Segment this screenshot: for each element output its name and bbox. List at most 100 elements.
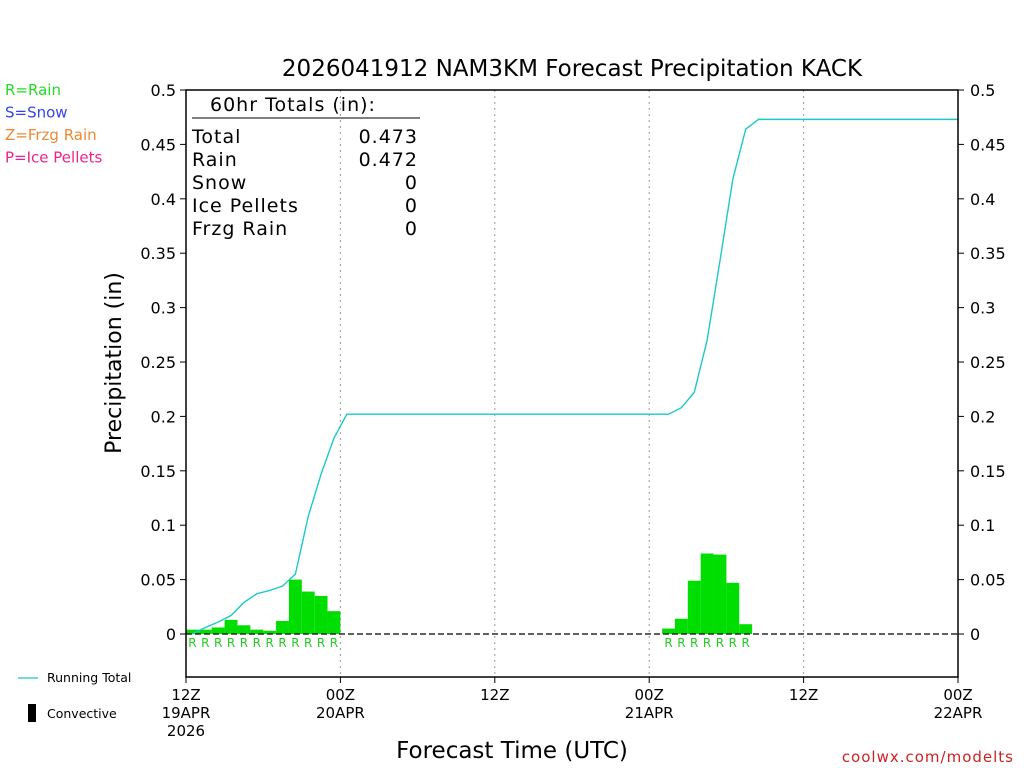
- y-tick-label-right: 0.05: [970, 571, 1006, 590]
- y-tick-label-left: 0.35: [140, 244, 176, 263]
- precip-type-marker: R: [253, 636, 261, 650]
- convective-legend-label: Convective: [47, 706, 117, 721]
- precip-type-marker: R: [729, 636, 737, 650]
- precip-type-marker: R: [690, 636, 698, 650]
- precip-type-marker: R: [227, 636, 235, 650]
- precip-type-legend: R=Rain S=Snow Z=Frzg Rain P=Ice Pellets: [5, 81, 102, 167]
- precip-bar: [211, 627, 225, 634]
- series-legend: Running Total Convective: [18, 670, 131, 722]
- totals-row-value: 0: [405, 218, 418, 240]
- totals-row-label: Snow: [192, 172, 247, 194]
- precip-bar: [288, 579, 302, 634]
- y-tick-label-right: 0.35: [970, 244, 1006, 263]
- y-tick-label-right: 0.5: [970, 81, 995, 100]
- totals-header: 60hr Totals (in):: [210, 94, 376, 116]
- y-tick-label-right: 0.1: [970, 516, 995, 535]
- precip-type-marker: R: [240, 636, 248, 650]
- precip-type-marker: R: [317, 636, 325, 650]
- x-tick-label: 20APR: [316, 704, 365, 722]
- y-tick-label-right: 0.2: [970, 407, 995, 426]
- totals-box: 60hr Totals (in): Total 0.473 Rain 0.472 Sno…: [191, 94, 420, 240]
- precip-bar: [250, 629, 264, 634]
- credit-text: coolwx.com/modelts: [842, 748, 1014, 766]
- precip-type-marker: R: [703, 636, 711, 650]
- running-total-legend-label: Running Total: [47, 670, 131, 685]
- y-tick-label-left: 0.4: [151, 190, 176, 209]
- precip-bar: [700, 553, 714, 634]
- totals-row-label: Total: [191, 126, 241, 148]
- y-tick-label-left: 0: [166, 625, 176, 644]
- x-tick-label: 00Z: [326, 686, 355, 704]
- y-tick-label-left: 0.2: [151, 407, 176, 426]
- totals-row-label: Rain: [192, 149, 238, 171]
- y-tick-label-left: 0.45: [140, 135, 176, 154]
- precip-type-legend-item: S=Snow: [5, 104, 68, 122]
- precip-type-marker: R: [716, 636, 724, 650]
- precip-bar: [224, 619, 238, 634]
- bar-series: [186, 553, 753, 634]
- precip-type-marker: R: [214, 636, 222, 650]
- y-tick-label-left: 0.1: [151, 516, 176, 535]
- precip-type-marker: R: [201, 636, 209, 650]
- totals-row-value: 0.473: [359, 126, 418, 148]
- precip-type-legend-item: Z=Frzg Rain: [5, 126, 97, 144]
- precip-bar: [674, 618, 688, 634]
- x-tick-label: 19APR: [162, 704, 211, 722]
- y-tick-label-left: 0.5: [151, 81, 176, 100]
- y-axis-right: 0 0.05 0.1 0.15 0.2 0.25 0.3 0.35 0.4 0.45 0.5: [958, 81, 1006, 644]
- gridlines: [339, 90, 805, 677]
- precip-type-legend-item: R=Rain: [5, 81, 61, 99]
- precip-bar: [301, 591, 315, 634]
- x-tick-label: 00Z: [943, 686, 972, 704]
- precip-type-marker: R: [188, 636, 196, 650]
- precip-bar: [276, 620, 289, 634]
- y-tick-label-right: 0: [970, 625, 980, 644]
- totals-row-label: Frzg Rain: [192, 218, 288, 240]
- running-total-line: [192, 118, 958, 635]
- precip-bar: [198, 629, 212, 634]
- precip-type-legend-item: P=Ice Pellets: [5, 149, 102, 167]
- x-tick-label: 12Z: [480, 686, 509, 704]
- precip-type-marker: R: [742, 636, 750, 650]
- y-tick-label-right: 0.4: [970, 190, 995, 209]
- y-tick-label-right: 0.45: [970, 135, 1006, 154]
- x-tick-label: 12Z: [171, 686, 200, 704]
- precip-bar: [237, 625, 251, 634]
- precip-bar: [713, 554, 727, 634]
- precip-bar: [327, 611, 341, 634]
- totals-row-label: Ice Pellets: [192, 195, 299, 217]
- y-tick-label-right: 0.3: [970, 299, 995, 318]
- precip-type-marker: R: [677, 636, 685, 650]
- running-total-series: [192, 118, 958, 635]
- precip-type-marker: R: [304, 636, 312, 650]
- y-axis-left: 0 0.05 0.1 0.15 0.2 0.25 0.3 0.35 0.4 0.45 0.5: [140, 81, 186, 644]
- precip-type-marker: R: [278, 636, 286, 650]
- x-tick-label: 2026: [167, 722, 205, 740]
- x-tick-label: 22APR: [934, 704, 983, 722]
- y-tick-label-left: 0.05: [140, 571, 176, 590]
- precip-type-marker: R: [330, 636, 338, 650]
- y-tick-label-right: 0.25: [970, 353, 1006, 372]
- x-tick-label: 12Z: [789, 686, 818, 704]
- y-tick-label-left: 0.25: [140, 353, 176, 372]
- precip-bar: [687, 580, 701, 634]
- precip-type-marker: R: [664, 636, 672, 650]
- chart-title: 2026041912 NAM3KM Forecast Precipitation…: [282, 56, 863, 82]
- precip-bar: [314, 595, 328, 634]
- convective-legend-swatch: [28, 704, 36, 722]
- precip-type-marker: R: [291, 636, 299, 650]
- x-axis-label: Forecast Time (UTC): [396, 738, 628, 764]
- precip-bar: [263, 630, 277, 634]
- precip-bar: [186, 629, 199, 634]
- x-tick-label: 00Z: [635, 686, 664, 704]
- precip-bar: [739, 624, 753, 634]
- precip-bar: [662, 628, 675, 634]
- y-tick-label-left: 0.15: [140, 462, 176, 481]
- plot-frame: [185, 89, 959, 678]
- totals-row-value: 0: [405, 172, 418, 194]
- x-tick-label: 21APR: [625, 704, 674, 722]
